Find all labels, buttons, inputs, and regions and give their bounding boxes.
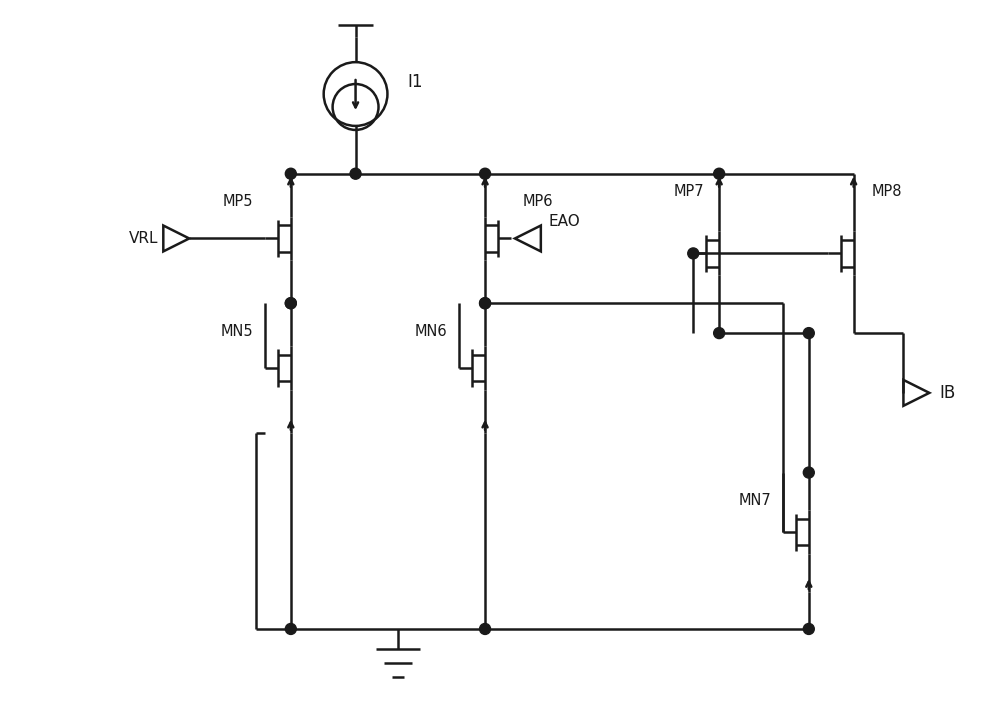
Circle shape: [803, 623, 814, 635]
Text: MP5: MP5: [222, 194, 253, 209]
Circle shape: [285, 168, 296, 180]
Text: VRL: VRL: [129, 231, 158, 246]
Circle shape: [688, 248, 699, 259]
Text: IB: IB: [939, 384, 956, 402]
Circle shape: [480, 168, 491, 180]
Circle shape: [803, 327, 814, 339]
Circle shape: [285, 298, 296, 309]
Text: MN6: MN6: [415, 324, 447, 339]
Circle shape: [480, 623, 491, 635]
Circle shape: [714, 168, 725, 180]
Text: I1: I1: [407, 73, 423, 91]
Circle shape: [285, 623, 296, 635]
Circle shape: [480, 298, 491, 309]
Circle shape: [285, 298, 296, 309]
Text: MP7: MP7: [674, 184, 704, 199]
Circle shape: [480, 298, 491, 309]
Text: EAO: EAO: [549, 214, 581, 229]
Circle shape: [803, 467, 814, 478]
Circle shape: [714, 327, 725, 339]
Text: MP8: MP8: [872, 184, 902, 199]
Text: MN5: MN5: [220, 324, 253, 339]
Text: MP6: MP6: [523, 194, 553, 209]
Circle shape: [350, 168, 361, 180]
Text: MN7: MN7: [738, 493, 771, 508]
